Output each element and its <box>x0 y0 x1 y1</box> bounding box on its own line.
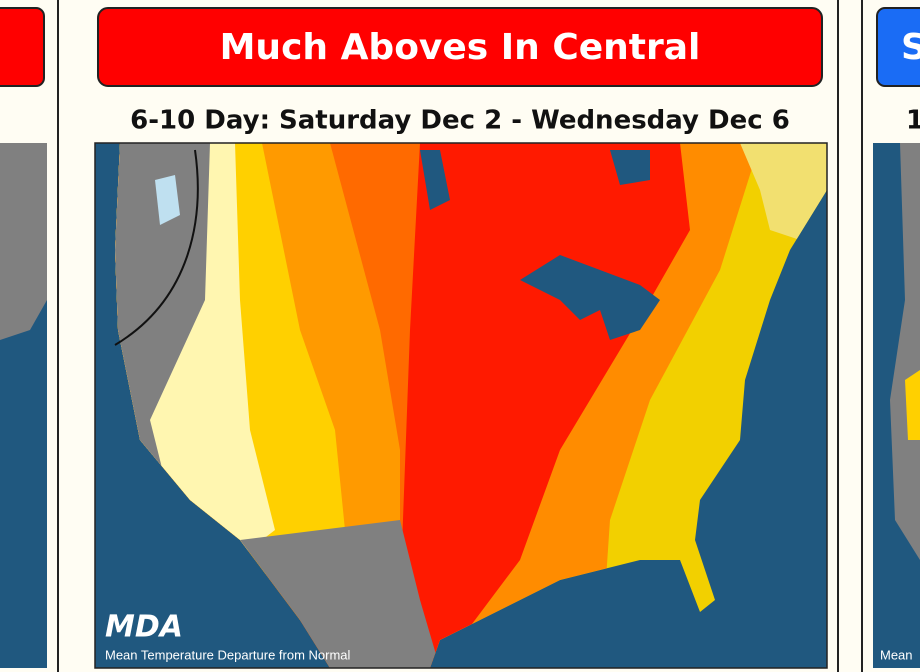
header <box>97 7 823 87</box>
map: MDA Mean Temperature Departure from Norm… <box>95 143 827 668</box>
land <box>905 370 920 440</box>
land <box>890 143 920 560</box>
center-panel: Much Aboves In Central 6-10 Day: Saturda… <box>94 7 828 669</box>
map-caption: Mean <box>880 647 913 662</box>
subtitle: 1 <box>906 106 920 136</box>
map-caption: Mean Temperature Departure from Normal <box>105 647 351 662</box>
left-panel[interactable] <box>0 7 47 668</box>
logo: MDA <box>105 610 183 645</box>
title: S <box>901 27 920 68</box>
header <box>876 7 920 87</box>
header <box>0 7 45 87</box>
subtitle: 6-10 Day: Saturday Dec 2 - Wednesday Dec… <box>130 106 790 136</box>
right-panel[interactable]: S 1 Mean <box>873 7 920 668</box>
land <box>0 143 47 340</box>
title: Much Aboves In Central <box>220 27 701 68</box>
